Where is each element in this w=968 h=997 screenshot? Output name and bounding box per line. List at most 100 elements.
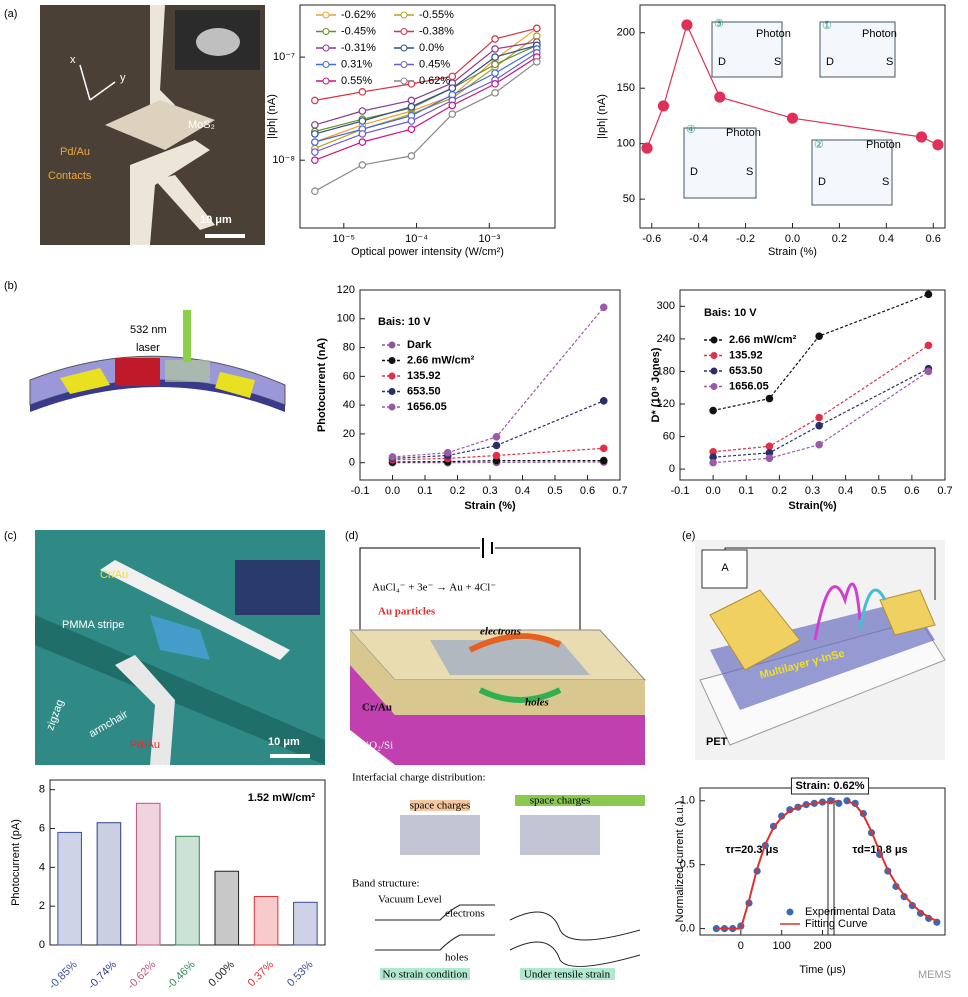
- data-point: [924, 290, 933, 299]
- x-tick-label: 0.4: [879, 233, 894, 245]
- data-point: [599, 456, 608, 465]
- y-tick-label: 50: [623, 193, 635, 205]
- data-point: [407, 102, 416, 111]
- y-tick-label: 10⁻⁷: [273, 51, 295, 63]
- x-tick-label: 0.53%: [285, 959, 316, 990]
- electrode-side: [350, 630, 395, 715]
- legend-marker: [388, 372, 396, 380]
- band-line: [509, 911, 641, 967]
- legend-label: 135.92: [729, 349, 763, 361]
- legend-label: 653.50: [729, 365, 763, 377]
- panel-label: (e): [682, 530, 695, 542]
- legend-label: 0.55%: [341, 75, 372, 87]
- illustration-b: 532 nm laser: [29, 310, 286, 412]
- y-tick-label: 0: [669, 463, 675, 475]
- data-point: [388, 453, 397, 461]
- substrate-label: PET: [706, 736, 728, 748]
- inset: [711, 21, 783, 78]
- legend-marker: [710, 352, 718, 359]
- data-point: [709, 406, 717, 415]
- x-tick-label: 0.4: [838, 485, 853, 497]
- inset: [683, 127, 757, 199]
- legend-label: -0.45%: [341, 25, 376, 37]
- pad: [60, 368, 110, 394]
- y-tick-label: 60: [663, 430, 675, 442]
- series-line: [314, 48, 538, 143]
- series-line: [712, 293, 929, 412]
- bar: [135, 802, 161, 946]
- data-point: [448, 110, 457, 118]
- plot-frame: [299, 4, 556, 229]
- y-tick-label: 180: [657, 365, 675, 377]
- axis-label: x: [70, 54, 76, 66]
- x-tick-label: 0.2: [832, 233, 847, 245]
- y-tick-label: 120: [337, 284, 355, 296]
- band-line: [375, 904, 495, 951]
- y-axis-label: |Iph| (nA): [266, 94, 278, 139]
- y-tick-label: 0: [39, 939, 45, 951]
- channel: [115, 358, 160, 386]
- electrode: [130, 140, 210, 245]
- data-point: [491, 80, 499, 88]
- lattice: [520, 815, 600, 855]
- series-line: [713, 344, 929, 453]
- hole-arrow: [478, 687, 562, 703]
- legend-label: Experimental Data: [805, 906, 896, 918]
- y-tick-label: 10⁻⁸: [272, 154, 295, 166]
- data-point: [657, 100, 670, 112]
- electrode: [105, 100, 215, 150]
- data-point: [533, 58, 541, 66]
- data-point: [924, 367, 933, 376]
- inset-text: D: [826, 56, 834, 68]
- annotation: Strain: 0.62%: [795, 780, 864, 792]
- contact-label: Pd/Au: [60, 146, 90, 158]
- x-tick-label: 0.5: [547, 485, 562, 497]
- data-point: [311, 187, 319, 196]
- pad: [215, 372, 255, 398]
- x-tick-label: 100: [772, 940, 790, 952]
- inset-number: ④: [686, 124, 696, 136]
- axis-arrow: [79, 64, 91, 101]
- reaction: AuCl₄⁻ + 3e⁻ → Au + 4Cl⁻: [372, 582, 496, 594]
- meter-label: A: [721, 562, 729, 574]
- bar: [96, 822, 122, 946]
- annotation-box: [790, 777, 870, 795]
- y-tick-label: 8: [39, 784, 45, 796]
- panel-label: (c): [4, 530, 17, 542]
- series-line: [392, 460, 604, 463]
- bar: [57, 831, 82, 946]
- x-axis-label: Strain (%): [464, 500, 516, 512]
- series-line: [314, 27, 537, 101]
- y-axis-label: Photocurrent (pA): [10, 819, 22, 906]
- inset-text: D: [818, 176, 826, 188]
- x-tick-label: 0.1: [417, 485, 432, 497]
- x-tick-label: 0.3: [482, 485, 497, 497]
- data-point: [924, 341, 933, 350]
- legend-label: Dark: [407, 339, 432, 351]
- photo-c: Cr/Au PMMA stripe zigzag armchair Pd/Au …: [35, 530, 325, 765]
- laser-label: laser: [136, 342, 160, 354]
- y-axis-label: Photocurrent (nA): [316, 338, 328, 432]
- illustration-e: A Multilayer γ-InSe PET: [695, 540, 946, 760]
- data-point: [786, 112, 799, 124]
- data-point: [533, 24, 541, 33]
- caption: Under tensile strain: [524, 969, 611, 981]
- x-tick-label: 0.5: [871, 485, 886, 497]
- legend-marker: [400, 44, 408, 52]
- x-tick-label: -0.1: [671, 485, 690, 497]
- series-line: [716, 799, 938, 930]
- data-point: [491, 60, 499, 69]
- legend-label: 0.45%: [419, 58, 450, 70]
- legend-label: 135.92: [407, 370, 441, 382]
- substrate-front: [395, 715, 645, 765]
- laser-beam: [183, 310, 191, 362]
- data-point: [448, 101, 457, 110]
- electrode-label: Cr/Au: [100, 569, 128, 581]
- legend-marker: [322, 44, 330, 52]
- circuit: [359, 547, 581, 630]
- x-tick-label: 0.2: [772, 485, 787, 497]
- axis-arrow: [89, 81, 116, 101]
- charge-box: [410, 800, 470, 811]
- scale-label: 10 μm: [200, 214, 232, 226]
